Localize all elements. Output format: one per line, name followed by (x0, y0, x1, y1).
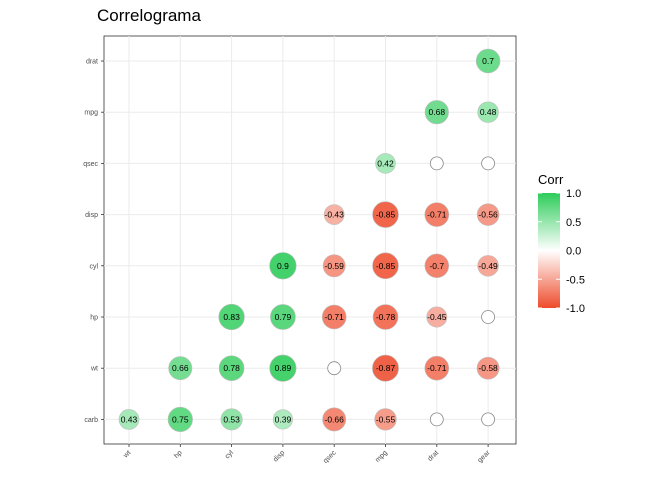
cell-marker (218, 355, 245, 381)
cell-empty-marker (429, 412, 444, 427)
cell-marker (269, 252, 297, 280)
cell-value-label: 0.42 (377, 158, 394, 168)
cell-marker (424, 253, 449, 278)
cell-marker (372, 252, 399, 280)
cell-value-label: -0.45 (427, 312, 447, 322)
cell-marker (167, 406, 193, 432)
y-tick-label: wt (90, 366, 98, 373)
cell-empty-marker (481, 156, 496, 171)
x-tick-label: cyl (224, 449, 235, 460)
cell-empty-marker (429, 156, 444, 171)
cell-value-label: 0.66 (172, 363, 189, 373)
cell-value-label: -0.43 (325, 210, 345, 220)
legend-tick-label: -1.0 (566, 303, 585, 315)
chart-title: Correlograma (97, 6, 201, 25)
y-tick-label: hp (90, 315, 98, 322)
cell-value-label: -0.66 (325, 414, 345, 424)
y-tick-label: cyl (89, 263, 98, 270)
cell-value-label: -0.78 (376, 312, 396, 322)
y-tick-label: carb (84, 417, 98, 424)
cell-value-label: 0.53 (223, 414, 240, 424)
cell-value-label: 0.79 (275, 312, 292, 322)
cell-value-label: -0.71 (325, 312, 345, 322)
cell-marker (375, 153, 396, 174)
cell-empty-marker (481, 412, 496, 427)
legend-tick-label: 0.5 (566, 217, 581, 229)
cell-value-label: -0.59 (325, 261, 345, 271)
cell-marker (168, 356, 193, 381)
legend-title: Corr (538, 172, 564, 187)
legend-tick-label: -0.5 (566, 274, 585, 286)
cell-value-label: -0.58 (478, 363, 498, 373)
cell-value-label: 0.43 (121, 414, 138, 424)
cell-marker (424, 202, 450, 227)
cell-value-label: -0.7 (429, 261, 444, 271)
cell-value-label: -0.87 (376, 363, 396, 373)
cell-value-label: -0.55 (376, 414, 396, 424)
cell-value-label: 0.39 (275, 414, 292, 424)
cell-value-label: 0.83 (223, 312, 240, 322)
cell-value-label: -0.49 (478, 261, 498, 271)
cell-marker (323, 204, 345, 225)
cell-marker (372, 304, 399, 330)
plot-panel (103, 35, 517, 445)
cell-marker (477, 255, 499, 277)
cell-marker (476, 203, 500, 226)
cell-marker (374, 408, 397, 431)
cell-value-label: -0.71 (427, 363, 447, 373)
cell-value-label: -0.85 (376, 261, 396, 271)
cell-value-label: 0.9 (277, 261, 289, 271)
cell-value-label: -0.85 (376, 210, 396, 220)
cell-value-label: 0.48 (480, 107, 497, 117)
x-tick-label: wt (122, 449, 133, 460)
cell-marker (475, 48, 501, 74)
y-tick-label: drat (86, 59, 98, 66)
cell-value-label: 0.68 (429, 107, 446, 117)
cell-marker (424, 355, 450, 381)
cell-value-label: -0.56 (478, 210, 498, 220)
cell-marker (321, 304, 347, 330)
cell-empty-marker (327, 361, 342, 376)
cell-value-label: 0.78 (223, 363, 240, 373)
legend-colorbar (538, 193, 560, 308)
y-tick-label: mpg (84, 110, 98, 117)
cell-marker (322, 407, 347, 432)
cell-marker (118, 409, 140, 430)
cell-marker (477, 101, 499, 123)
cell-marker (322, 254, 346, 278)
cell-marker (372, 201, 399, 228)
cell-value-label: -0.71 (427, 210, 447, 220)
cell-marker (424, 100, 449, 125)
cell-value-label: 0.75 (172, 414, 189, 424)
cell-value-label: 0.7 (482, 56, 494, 66)
cell-marker (476, 356, 500, 380)
legend-tick-label: 0.0 (566, 246, 581, 258)
cell-marker (269, 354, 297, 382)
cell-marker (218, 303, 245, 331)
x-tick-label: hp (173, 449, 184, 460)
cell-value-label: 0.89 (275, 363, 292, 373)
cell-marker (372, 354, 399, 382)
legend-tick-label: 1.0 (566, 188, 581, 200)
cell-marker (272, 409, 293, 430)
cell-marker (220, 408, 243, 431)
y-tick-label: disp (85, 212, 98, 219)
cell-marker (426, 306, 448, 328)
cell-empty-marker (481, 310, 496, 324)
cell-marker (270, 304, 296, 330)
y-tick-label: qsec (83, 161, 98, 168)
